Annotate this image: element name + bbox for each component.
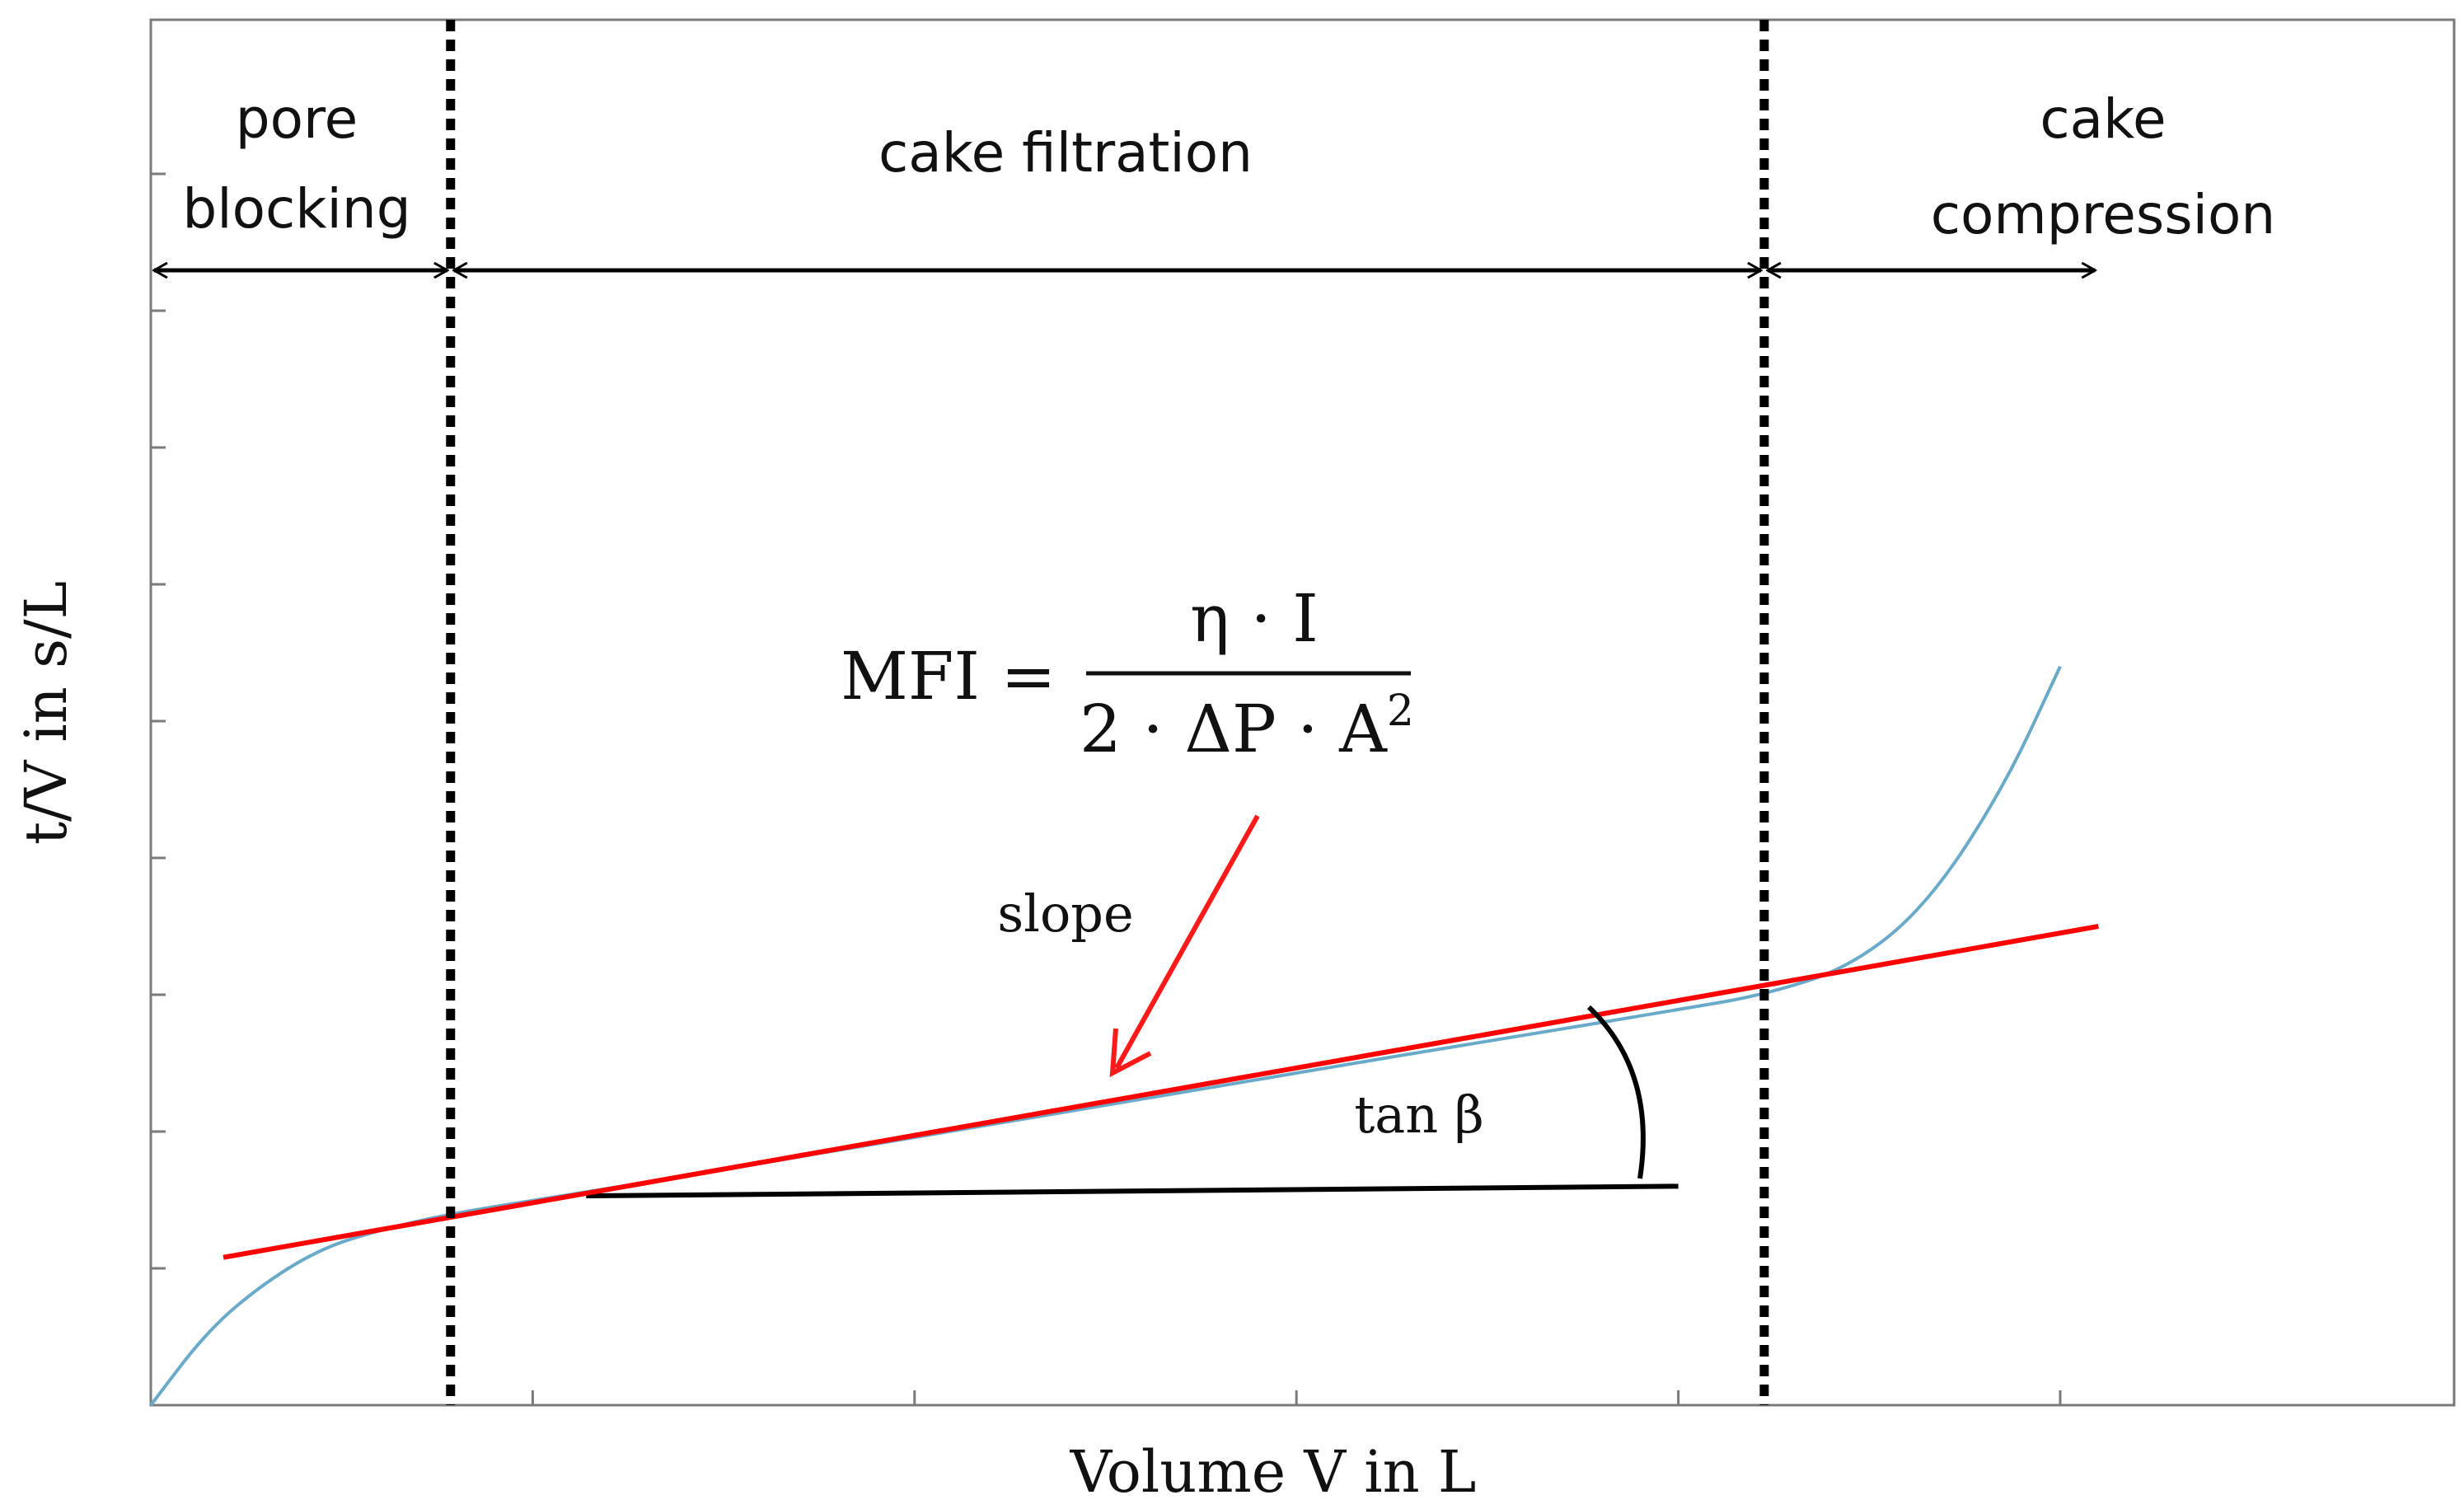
formula-numerator: η · I — [1190, 580, 1319, 657]
angle-label: tan β — [1354, 1085, 1483, 1145]
region-pore-blocking-line2: blocking — [182, 177, 410, 241]
formula-exponent: 2 — [1387, 687, 1414, 736]
mfi-formula: MFI = η · I 2 · ΔP · A2 — [841, 580, 1414, 767]
slope-fit-line — [223, 924, 2099, 1260]
y-axis-label: t/V in s/L — [12, 581, 80, 845]
formula-denominator-base: 2 · ΔP · A — [1080, 691, 1388, 767]
angle-arc — [1586, 1005, 1646, 1179]
axis-ticks — [151, 172, 2062, 1405]
plot-frame — [149, 18, 2456, 1407]
region-cake-compression-line1: cake — [2040, 87, 2166, 151]
region-cake-filtration-label: cake filtration — [878, 121, 1253, 185]
slope-label: slope — [997, 883, 1133, 944]
formula-lhs: MFI = — [841, 638, 1056, 715]
x-axis-label: Volume V in L — [1070, 1438, 1477, 1506]
slope-pointer-head — [1109, 1028, 1152, 1078]
reference-baseline — [586, 1183, 1679, 1199]
region-cake-compression-line2: compression — [1931, 183, 2275, 246]
formula-denominator: 2 · ΔP · A2 — [1080, 687, 1414, 767]
region-pore-blocking-line1: pore — [236, 87, 358, 151]
slope-pointer-arrow — [1114, 814, 1260, 1070]
